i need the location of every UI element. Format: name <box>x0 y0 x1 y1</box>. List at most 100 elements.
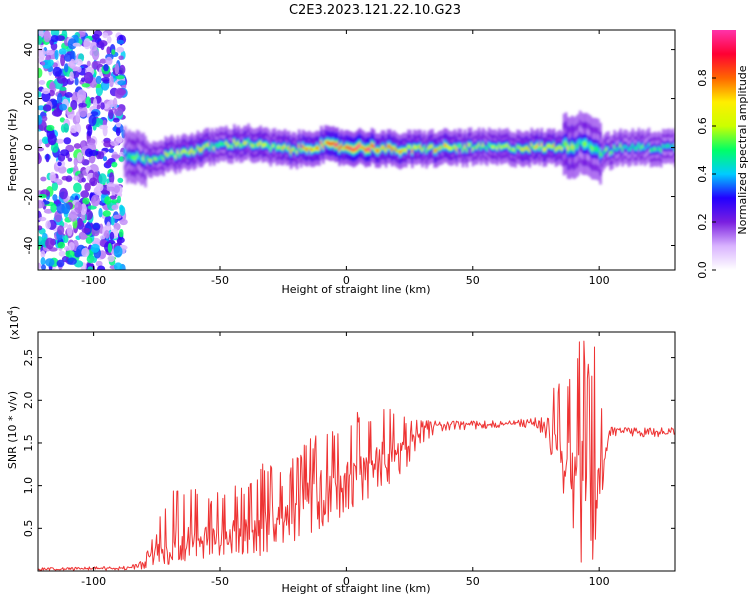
ridge-cell <box>330 142 333 146</box>
ridge-cell <box>583 141 586 147</box>
noise-blob <box>58 250 66 257</box>
noise-blob <box>97 265 106 270</box>
noise-blob <box>108 148 114 153</box>
spectrogram-x-tick-label: -50 <box>211 274 229 287</box>
ridge-cell <box>259 141 262 144</box>
ridge-cell <box>578 138 582 145</box>
noise-blob <box>68 242 75 251</box>
ridge-cell <box>360 145 364 149</box>
ridge-cell <box>310 148 313 151</box>
noise-blob <box>73 157 78 167</box>
colorbar-tick-label: 0.6 <box>696 117 709 135</box>
ridge-cell <box>593 146 596 152</box>
ridge-cell <box>358 143 362 147</box>
noise-blob <box>104 196 112 205</box>
ridge-cell <box>182 149 186 153</box>
ridge-cell <box>336 143 339 147</box>
colorbar-gradient <box>712 30 736 270</box>
ridge-cell <box>619 144 622 147</box>
ridge-cell <box>156 157 159 161</box>
ridge-cell <box>570 143 574 150</box>
ridge-cell <box>639 146 643 150</box>
ridge-cell <box>208 147 212 151</box>
ridge-cell <box>427 146 430 150</box>
noise-blob <box>118 55 124 61</box>
noise-blob <box>99 124 108 130</box>
ridge-cell <box>562 141 566 148</box>
ridge-cell <box>661 144 665 148</box>
noise-blob <box>115 126 121 137</box>
ridge-cell <box>399 150 402 154</box>
ridge-cell <box>265 143 269 146</box>
ridge-cell <box>564 140 568 146</box>
ridge-cell <box>247 139 250 142</box>
noise-blob <box>54 49 59 60</box>
noise-blob <box>91 33 100 40</box>
ridge-cell <box>273 143 277 147</box>
ridge-cell <box>449 147 453 151</box>
noise-blob <box>66 224 73 237</box>
ridge-cell <box>669 145 673 149</box>
ridge-cell <box>384 148 388 152</box>
ridge-cell <box>617 147 620 150</box>
ridge-cell <box>303 147 307 150</box>
ridge-cell <box>421 148 424 152</box>
ridge-cell <box>370 143 374 147</box>
ridge-cell <box>362 146 366 150</box>
ridge-cell <box>334 143 337 147</box>
noise-blob <box>106 221 111 232</box>
ridge-cell <box>134 156 137 162</box>
noise-blob <box>59 187 68 200</box>
ridge-cell <box>471 147 475 151</box>
noise-blob <box>113 262 123 270</box>
ridge-cell <box>150 159 153 163</box>
ridge-cell <box>536 144 540 147</box>
noise-blob <box>68 211 78 222</box>
ridge-cell <box>605 147 608 151</box>
ridge-cell <box>283 144 287 148</box>
snr-y-ticks: 0.5 1.0 1.5 2.0 2.5 <box>22 349 675 537</box>
ridge-cell <box>386 145 390 148</box>
noise-blob <box>47 59 54 67</box>
noise-blob <box>103 140 112 148</box>
ridge-cell <box>263 143 267 147</box>
ridge-cell <box>576 142 580 148</box>
ridge-cell <box>227 144 230 148</box>
ridge-cell <box>342 147 345 150</box>
noise-blob <box>111 49 116 55</box>
ridge-cell <box>512 148 515 151</box>
ridge-cell <box>291 147 295 151</box>
ridge-cell <box>463 145 467 149</box>
ridge-cell <box>237 141 240 145</box>
noise-blob <box>107 242 113 253</box>
ridge-cell <box>508 146 511 150</box>
spectrogram-y-tick-label: 0 <box>22 144 35 151</box>
colorbar-tick-label: 0.4 <box>696 165 709 183</box>
noise-blob <box>51 109 62 117</box>
snr-panel: -100 -50 0 50 100 0.5 1.0 1.5 2.0 2.5 Height of … <box>6 306 676 595</box>
ridge-cell <box>354 147 358 151</box>
noise-blob <box>91 48 100 61</box>
noise-blob <box>73 175 80 181</box>
snr-series <box>38 340 675 571</box>
ridge-cell <box>667 144 671 148</box>
noise-blob <box>40 176 47 182</box>
ridge-cell <box>392 146 396 149</box>
ridge-cell <box>390 147 394 151</box>
ridge-cell <box>170 150 174 154</box>
ridge-cell <box>198 148 202 152</box>
ridge-cell <box>350 147 353 151</box>
ridge-cell <box>510 148 513 152</box>
ridge-cell <box>326 141 329 144</box>
noise-blob <box>60 149 70 157</box>
noise-blob <box>40 61 46 66</box>
ridge-cell <box>457 144 461 147</box>
noise-blob <box>102 210 111 217</box>
ridge-cell <box>504 144 507 148</box>
ridge-cell <box>548 144 552 147</box>
ridge-cell <box>130 155 133 160</box>
noise-blob <box>85 236 93 244</box>
snr-multiplier-base: (x10 <box>8 315 21 340</box>
ridge-cell <box>663 145 667 148</box>
